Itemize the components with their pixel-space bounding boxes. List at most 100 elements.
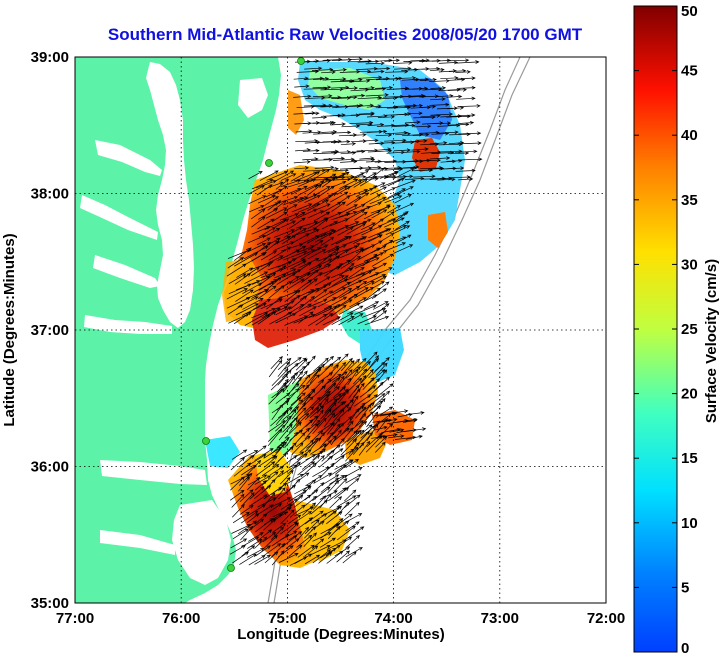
velocity-vector-arrow — [456, 113, 476, 117]
velocity-vector-arrow — [251, 288, 268, 299]
velocity-vector-arrow — [276, 272, 296, 285]
velocity-vector-arrow — [360, 222, 376, 231]
velocity-vector-arrow — [348, 287, 369, 300]
velocity-vector-arrow — [290, 173, 306, 182]
velocity-vector-arrow — [429, 67, 445, 72]
velocity-vector-arrow — [315, 282, 332, 293]
velocity-vector-arrow — [335, 459, 354, 475]
colorbar-tick-label: 15 — [681, 450, 698, 467]
velocity-vector-arrow — [354, 394, 372, 407]
velocity-vector-arrow — [296, 208, 318, 219]
velocity-vector-arrow — [268, 246, 292, 261]
velocity-vector-arrow — [280, 220, 297, 229]
y-axis-label: Latitude (Degrees:Minutes) — [1, 233, 18, 426]
velocity-vector-arrow — [385, 69, 409, 74]
velocity-vector-arrow — [359, 403, 372, 421]
velocity-vector-arrow — [261, 543, 282, 558]
velocity-vector-arrow — [332, 427, 350, 443]
velocity-vector-arrow — [367, 122, 385, 127]
velocity-vector-arrow — [257, 218, 275, 230]
velocity-vector-arrow — [307, 264, 332, 276]
velocity-vector-arrow — [330, 139, 351, 144]
velocity-vector-arrow — [375, 406, 394, 418]
velocity-vector-arrow — [306, 232, 327, 244]
velocity-vector-arrow — [326, 511, 343, 525]
velocity-vector-arrow — [422, 176, 446, 181]
velocity-vector-arrow — [229, 489, 245, 501]
velocity-vector-arrow — [265, 207, 288, 219]
velocity-vector-arrow — [294, 553, 313, 565]
velocity-vector-arrow — [310, 499, 328, 515]
velocity-vector-arrow — [254, 554, 272, 565]
velocity-vector-arrow — [329, 218, 349, 227]
velocity-vector-arrow — [291, 185, 308, 195]
velocity-vector-arrow — [310, 513, 328, 524]
radar-station-marker — [265, 159, 273, 167]
velocity-vector-arrow — [244, 312, 269, 326]
velocity-vector-arrow — [309, 366, 322, 384]
velocity-vector-arrow — [266, 265, 287, 278]
velocity-vector-arrow — [309, 258, 333, 271]
velocity-vector-arrow — [378, 218, 397, 227]
velocity-vector-arrow — [267, 200, 282, 211]
velocity-vector-arrow — [322, 77, 347, 81]
velocity-vector-arrow — [273, 185, 288, 196]
velocity-vector-arrow — [271, 550, 285, 566]
velocity-vector-arrow — [447, 87, 467, 92]
velocity-vector-arrow — [289, 211, 306, 222]
velocity-vector-arrow — [455, 70, 471, 74]
velocity-vector-arrow — [364, 287, 381, 301]
velocity-vector-arrow — [307, 240, 324, 251]
velocity-vector-arrow — [257, 195, 276, 204]
velocity-vector-arrow — [319, 431, 334, 449]
velocity-vector-arrow — [250, 208, 266, 220]
velocity-vector-arrow — [347, 408, 360, 426]
velocity-vector-arrow — [304, 111, 320, 116]
velocity-vector-arrow — [272, 211, 288, 222]
velocity-vector-arrow — [361, 351, 378, 369]
velocity-vector-arrow — [270, 526, 285, 540]
velocity-vector-arrow — [241, 545, 256, 557]
velocity-vector-arrow — [333, 478, 348, 492]
colorbar-tick-label: 0 — [681, 640, 689, 657]
velocity-vector-arrow — [294, 84, 310, 89]
velocity-vector-arrow — [336, 550, 350, 563]
colorbar-label: Surface Velocity (cm/s) — [703, 259, 720, 423]
velocity-vector-arrow — [255, 545, 271, 557]
velocity-vector-arrow — [290, 295, 308, 310]
velocity-vector-arrow — [291, 442, 304, 455]
velocity-vector-arrow — [277, 258, 297, 268]
velocity-vector-arrow — [304, 519, 320, 535]
velocity-vector-arrow — [291, 203, 313, 213]
velocity-vector-arrow — [358, 440, 371, 456]
velocity-vector-arrow — [260, 250, 278, 261]
velocity-vector-arrow — [353, 368, 368, 385]
velocity-vector-arrow — [300, 269, 320, 284]
colorbar-tick-label: 50 — [681, 3, 698, 20]
velocity-vector-arrow — [354, 257, 380, 269]
velocity-vector-arrow — [348, 442, 360, 455]
velocity-vector-arrow — [277, 357, 292, 370]
colorbar-tick-label: 45 — [681, 63, 698, 80]
velocity-vector-arrow — [291, 289, 315, 301]
velocity-vector-arrow — [347, 270, 373, 285]
y-tick-labels: 35:00 36:00 37:00 38:00 39:00 — [31, 49, 69, 612]
velocity-vector-arrow — [249, 486, 265, 500]
velocity-vector-arrow — [272, 452, 287, 468]
velocity-vector-arrow — [313, 472, 333, 484]
velocity-vector-arrow — [374, 441, 386, 453]
velocity-vector-arrow — [314, 290, 334, 302]
velocity-vector-arrow — [367, 69, 385, 74]
velocity-vector-arrow — [354, 192, 369, 203]
velocity-vector-arrow — [395, 132, 412, 136]
velocity-vector-arrow — [358, 111, 375, 116]
velocity-vector-arrow — [413, 174, 436, 179]
velocity-vector-arrow — [264, 196, 279, 206]
velocity-vector-arrow — [302, 462, 317, 476]
velocity-vector-arrow — [446, 106, 465, 110]
velocity-vector-arrow — [335, 236, 352, 245]
velocity-vector-arrow — [278, 553, 299, 563]
velocity-vector-arrow — [234, 252, 258, 267]
velocity-vector-arrow — [295, 435, 311, 448]
velocity-vector-arrow — [458, 177, 474, 182]
